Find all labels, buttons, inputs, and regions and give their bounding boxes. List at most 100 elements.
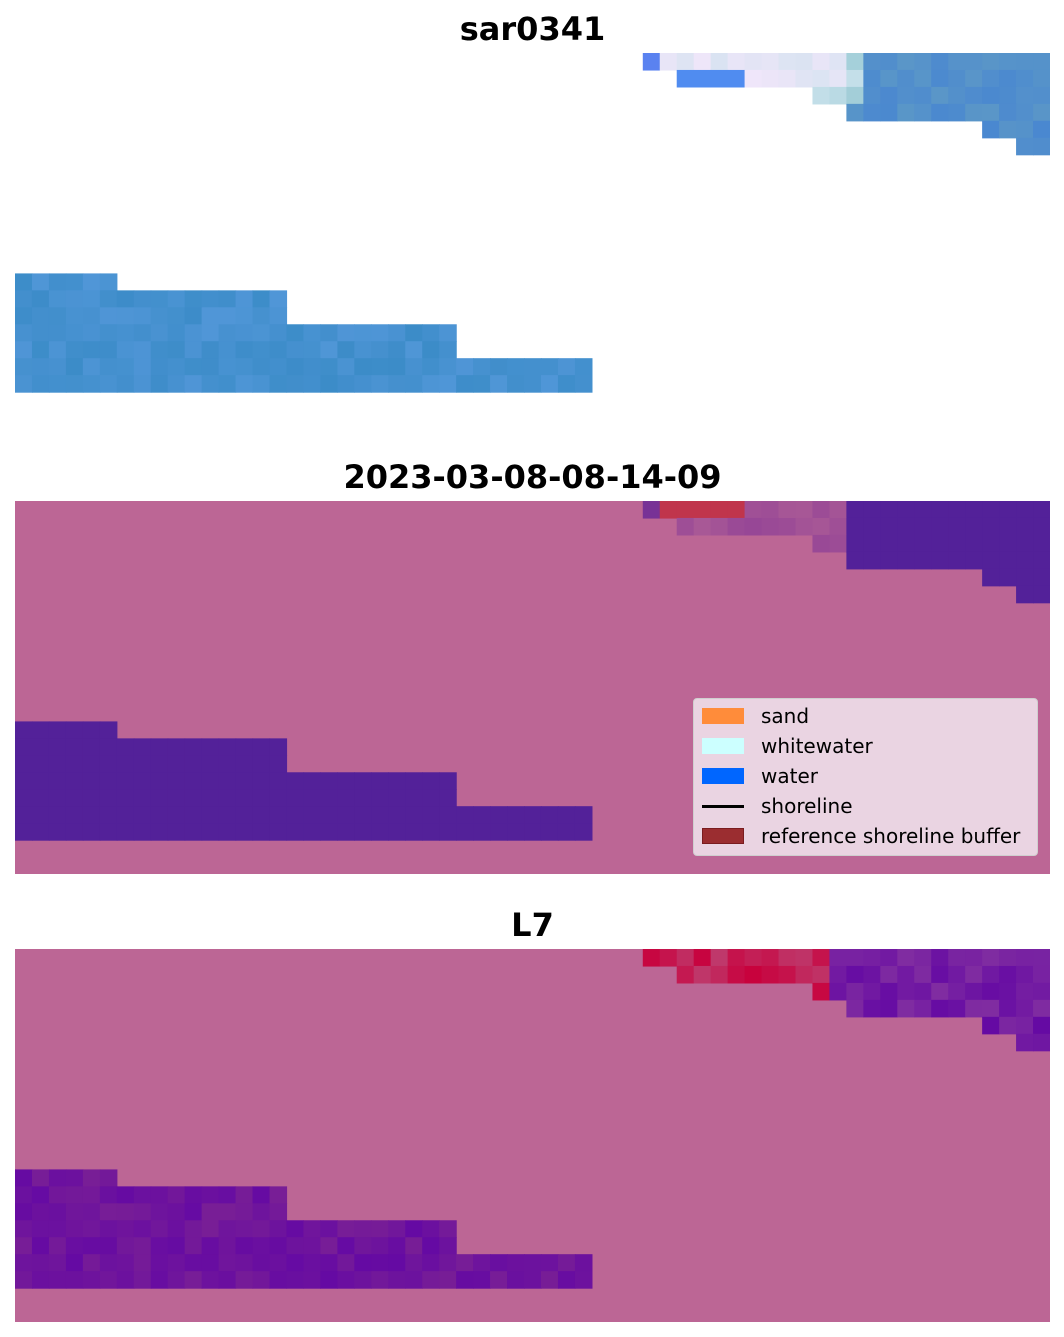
sar-pixel: [557, 358, 576, 376]
class-pixel: [846, 551, 864, 570]
l7-pixel: [133, 1237, 152, 1255]
l7-pixel: [1033, 965, 1050, 984]
class-pixel: [167, 789, 186, 807]
l7-pixel: [303, 1220, 322, 1238]
sar-pixel: [388, 358, 406, 376]
sar-pixel: [15, 307, 33, 325]
sar-pixel: [133, 358, 152, 376]
l7-pixel: [897, 982, 915, 1001]
class-pixel: [167, 806, 186, 824]
legend-item-sand: sand: [702, 701, 809, 731]
l7-pixel: [982, 999, 1000, 1018]
class-pixel: [31, 806, 50, 824]
l7-pixel: [31, 1220, 50, 1238]
class-pixel: [133, 823, 152, 841]
l7-pixel: [31, 1237, 50, 1255]
l7-pixel: [710, 965, 729, 984]
class-pixel: [184, 806, 203, 824]
class-pixel: [201, 755, 220, 773]
sar-pixel: [116, 341, 135, 359]
l7-pixel: [286, 1220, 305, 1238]
sar-pixel: [218, 375, 237, 393]
class-pixel: [218, 806, 237, 824]
class-pixel: [184, 738, 203, 756]
class-pixel: [116, 823, 135, 841]
sar-pixel: [507, 358, 525, 376]
l7-pixel: [201, 1186, 220, 1204]
sar-pixel: [422, 358, 440, 376]
l7-pixel: [15, 1254, 33, 1272]
l7-pixel: [982, 1016, 1000, 1035]
sar-pixel: [218, 290, 237, 308]
class-pixel: [303, 806, 322, 824]
sar-pixel: [99, 341, 118, 359]
sar-pixel: [405, 324, 423, 342]
class-pixel: [1033, 534, 1050, 553]
sar-pixel: [218, 324, 237, 342]
sar-pixel: [116, 290, 135, 308]
l7-pixel: [507, 1254, 525, 1272]
class-pixel: [456, 806, 474, 824]
class-pixel: [1016, 517, 1034, 536]
class-pixel: [557, 823, 576, 841]
l7-pixel: [116, 1237, 135, 1255]
sar-pixel: [235, 341, 254, 359]
class-pixel: [303, 823, 322, 841]
sar-pixel: [1016, 86, 1034, 105]
sar-pixel: [727, 69, 746, 88]
class-pixel: [252, 738, 271, 756]
l7-pixel: [201, 1203, 220, 1221]
class-pixel: [218, 789, 237, 807]
sar-pixel: [235, 324, 254, 342]
class-pixel: [65, 772, 84, 790]
class-pixel: [999, 534, 1017, 553]
class-pixel: [354, 772, 372, 790]
class-pixel: [48, 738, 67, 756]
sar-pixel: [1016, 69, 1034, 88]
sar-pixel: [405, 358, 423, 376]
sar-pixel: [999, 86, 1017, 105]
class-pixel: [303, 772, 322, 790]
class-pixel: [880, 517, 898, 536]
sar-pixel: [269, 375, 288, 393]
l7-pixel: [218, 1254, 237, 1272]
l7-pixel: [116, 1220, 135, 1238]
class-pixel: [269, 823, 288, 841]
l7-pixel: [150, 1186, 169, 1204]
l7-pixel: [659, 949, 678, 967]
class-pixel: [99, 806, 118, 824]
l7-pixel: [354, 1271, 372, 1289]
l7-pixel: [405, 1237, 423, 1255]
sar-pixel: [303, 341, 322, 359]
l7-pixel: [31, 1203, 50, 1221]
sar-pixel: [235, 290, 254, 308]
l7-pixel: [744, 949, 763, 967]
sar-pixel: [982, 69, 1000, 88]
l7-pixel: [99, 1254, 118, 1272]
sar-pixel: [65, 341, 84, 359]
sar-pixel: [15, 341, 33, 359]
class-pixel: [659, 501, 678, 519]
class-pixel: [31, 738, 50, 756]
l7-pixel: [422, 1237, 440, 1255]
class-pixel: [337, 823, 355, 841]
class-pixel: [99, 772, 118, 790]
sar-pixel: [897, 53, 915, 71]
l7-pixel: [82, 1237, 101, 1255]
sar-pixel: [167, 307, 186, 325]
l7-pixel: [829, 949, 847, 967]
l7-pixel: [1016, 982, 1034, 1001]
class-pixel: [1033, 568, 1050, 587]
l7-pixel: [150, 1237, 169, 1255]
sar-pixel: [99, 324, 118, 342]
sar-pixel: [405, 375, 423, 393]
l7-pixel: [422, 1220, 440, 1238]
sar-pixel: [880, 53, 898, 71]
sar-pixel: [337, 341, 355, 359]
class-pixel: [116, 772, 135, 790]
l7-pixel: [235, 1186, 254, 1204]
legend-label-shoreline: shoreline: [761, 794, 853, 818]
sar-pixel: [439, 375, 457, 393]
l7-pixel: [15, 1169, 33, 1187]
class-pixel: [201, 823, 220, 841]
